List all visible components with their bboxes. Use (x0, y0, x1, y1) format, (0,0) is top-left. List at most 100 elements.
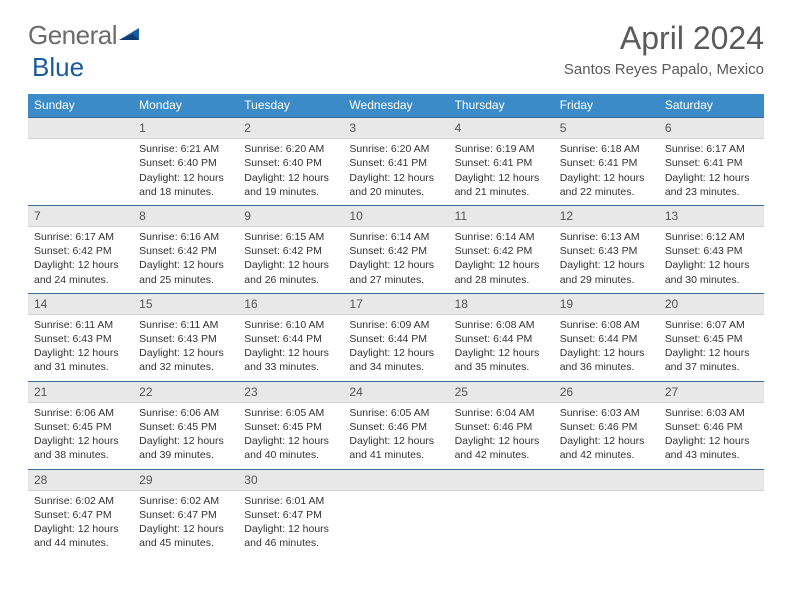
logo-triangle-icon (119, 20, 141, 51)
daylight-line-2: and 38 minutes. (34, 448, 127, 462)
sunset-line: Sunset: 6:45 PM (34, 420, 127, 434)
day-number: 1 (133, 117, 238, 139)
calendar-cell: 9Sunrise: 6:15 AMSunset: 6:42 PMDaylight… (238, 205, 343, 293)
calendar-cell: 14Sunrise: 6:11 AMSunset: 6:43 PMDayligh… (28, 293, 133, 381)
daylight-line-2: and 35 minutes. (455, 360, 548, 374)
sunrise-line: Sunrise: 6:18 AM (560, 142, 653, 156)
sunrise-line: Sunrise: 6:06 AM (34, 406, 127, 420)
sunset-line: Sunset: 6:40 PM (139, 156, 232, 170)
sunrise-line: Sunrise: 6:14 AM (349, 230, 442, 244)
calendar-cell: 15Sunrise: 6:11 AMSunset: 6:43 PMDayligh… (133, 293, 238, 381)
daylight-line-1: Daylight: 12 hours (349, 171, 442, 185)
location: Santos Reyes Papalo, Mexico (564, 61, 764, 78)
day-number: 17 (343, 293, 448, 315)
cell-content: Sunrise: 6:04 AMSunset: 6:46 PMDaylight:… (449, 403, 554, 463)
cell-content: Sunrise: 6:05 AMSunset: 6:45 PMDaylight:… (238, 403, 343, 463)
week-row: 1Sunrise: 6:21 AMSunset: 6:40 PMDaylight… (28, 117, 764, 205)
daylight-line-1: Daylight: 12 hours (455, 346, 548, 360)
day-number (659, 469, 764, 491)
week-row: 7Sunrise: 6:17 AMSunset: 6:42 PMDaylight… (28, 205, 764, 293)
cell-content: Sunrise: 6:03 AMSunset: 6:46 PMDaylight:… (659, 403, 764, 463)
calendar-cell: 26Sunrise: 6:03 AMSunset: 6:46 PMDayligh… (554, 381, 659, 469)
sunrise-line: Sunrise: 6:02 AM (139, 494, 232, 508)
cell-content: Sunrise: 6:11 AMSunset: 6:43 PMDaylight:… (133, 315, 238, 375)
calendar-cell (659, 469, 764, 557)
day-number: 9 (238, 205, 343, 227)
daylight-line-1: Daylight: 12 hours (244, 434, 337, 448)
sunrise-line: Sunrise: 6:20 AM (244, 142, 337, 156)
daylight-line-2: and 39 minutes. (139, 448, 232, 462)
cell-content: Sunrise: 6:20 AMSunset: 6:40 PMDaylight:… (238, 139, 343, 199)
day-number: 24 (343, 381, 448, 403)
cell-content: Sunrise: 6:06 AMSunset: 6:45 PMDaylight:… (133, 403, 238, 463)
cell-content: Sunrise: 6:01 AMSunset: 6:47 PMDaylight:… (238, 491, 343, 551)
sunset-line: Sunset: 6:46 PM (665, 420, 758, 434)
sunrise-line: Sunrise: 6:05 AM (244, 406, 337, 420)
daylight-line-1: Daylight: 12 hours (665, 171, 758, 185)
sunrise-line: Sunrise: 6:19 AM (455, 142, 548, 156)
day-number: 18 (449, 293, 554, 315)
weeks-container: 1Sunrise: 6:21 AMSunset: 6:40 PMDaylight… (28, 117, 764, 556)
cell-content: Sunrise: 6:17 AMSunset: 6:41 PMDaylight:… (659, 139, 764, 199)
sunset-line: Sunset: 6:44 PM (349, 332, 442, 346)
calendar-cell: 19Sunrise: 6:08 AMSunset: 6:44 PMDayligh… (554, 293, 659, 381)
sunset-line: Sunset: 6:41 PM (665, 156, 758, 170)
sunset-line: Sunset: 6:44 PM (560, 332, 653, 346)
sunset-line: Sunset: 6:46 PM (455, 420, 548, 434)
day-number: 2 (238, 117, 343, 139)
calendar-cell (343, 469, 448, 557)
calendar-cell: 11Sunrise: 6:14 AMSunset: 6:42 PMDayligh… (449, 205, 554, 293)
day-number: 23 (238, 381, 343, 403)
sunrise-line: Sunrise: 6:16 AM (139, 230, 232, 244)
daylight-line-2: and 23 minutes. (665, 185, 758, 199)
sunset-line: Sunset: 6:42 PM (455, 244, 548, 258)
calendar-cell: 7Sunrise: 6:17 AMSunset: 6:42 PMDaylight… (28, 205, 133, 293)
daylight-line-2: and 43 minutes. (665, 448, 758, 462)
calendar-cell: 21Sunrise: 6:06 AMSunset: 6:45 PMDayligh… (28, 381, 133, 469)
cell-content: Sunrise: 6:09 AMSunset: 6:44 PMDaylight:… (343, 315, 448, 375)
daylight-line-2: and 27 minutes. (349, 273, 442, 287)
day-number: 20 (659, 293, 764, 315)
sunrise-line: Sunrise: 6:17 AM (665, 142, 758, 156)
calendar-cell: 5Sunrise: 6:18 AMSunset: 6:41 PMDaylight… (554, 117, 659, 205)
daylight-line-2: and 21 minutes. (455, 185, 548, 199)
day-number (28, 117, 133, 139)
calendar-cell: 23Sunrise: 6:05 AMSunset: 6:45 PMDayligh… (238, 381, 343, 469)
cell-content: Sunrise: 6:18 AMSunset: 6:41 PMDaylight:… (554, 139, 659, 199)
daylight-line-2: and 24 minutes. (34, 273, 127, 287)
sunset-line: Sunset: 6:46 PM (349, 420, 442, 434)
cell-content: Sunrise: 6:10 AMSunset: 6:44 PMDaylight:… (238, 315, 343, 375)
daylight-line-2: and 46 minutes. (244, 536, 337, 550)
sunrise-line: Sunrise: 6:08 AM (560, 318, 653, 332)
day-number (554, 469, 659, 491)
calendar-cell: 2Sunrise: 6:20 AMSunset: 6:40 PMDaylight… (238, 117, 343, 205)
day-number: 30 (238, 469, 343, 491)
daylight-line-1: Daylight: 12 hours (665, 346, 758, 360)
day-number: 3 (343, 117, 448, 139)
day-number: 16 (238, 293, 343, 315)
cell-content: Sunrise: 6:08 AMSunset: 6:44 PMDaylight:… (554, 315, 659, 375)
calendar-cell (554, 469, 659, 557)
daylight-line-1: Daylight: 12 hours (560, 434, 653, 448)
calendar-cell: 17Sunrise: 6:09 AMSunset: 6:44 PMDayligh… (343, 293, 448, 381)
calendar-cell: 27Sunrise: 6:03 AMSunset: 6:46 PMDayligh… (659, 381, 764, 469)
cell-content: Sunrise: 6:03 AMSunset: 6:46 PMDaylight:… (554, 403, 659, 463)
calendar-cell: 18Sunrise: 6:08 AMSunset: 6:44 PMDayligh… (449, 293, 554, 381)
sunrise-line: Sunrise: 6:10 AM (244, 318, 337, 332)
day-number: 28 (28, 469, 133, 491)
sunrise-line: Sunrise: 6:03 AM (560, 406, 653, 420)
day-number (343, 469, 448, 491)
sunrise-line: Sunrise: 6:03 AM (665, 406, 758, 420)
daylight-line-1: Daylight: 12 hours (244, 346, 337, 360)
daylight-line-2: and 28 minutes. (455, 273, 548, 287)
calendar-cell: 8Sunrise: 6:16 AMSunset: 6:42 PMDaylight… (133, 205, 238, 293)
daylight-line-2: and 32 minutes. (139, 360, 232, 374)
sunrise-line: Sunrise: 6:11 AM (139, 318, 232, 332)
daylight-line-1: Daylight: 12 hours (349, 258, 442, 272)
day-number: 29 (133, 469, 238, 491)
daylight-line-2: and 44 minutes. (34, 536, 127, 550)
day-number: 22 (133, 381, 238, 403)
sunset-line: Sunset: 6:43 PM (139, 332, 232, 346)
calendar-cell: 29Sunrise: 6:02 AMSunset: 6:47 PMDayligh… (133, 469, 238, 557)
sunset-line: Sunset: 6:41 PM (455, 156, 548, 170)
